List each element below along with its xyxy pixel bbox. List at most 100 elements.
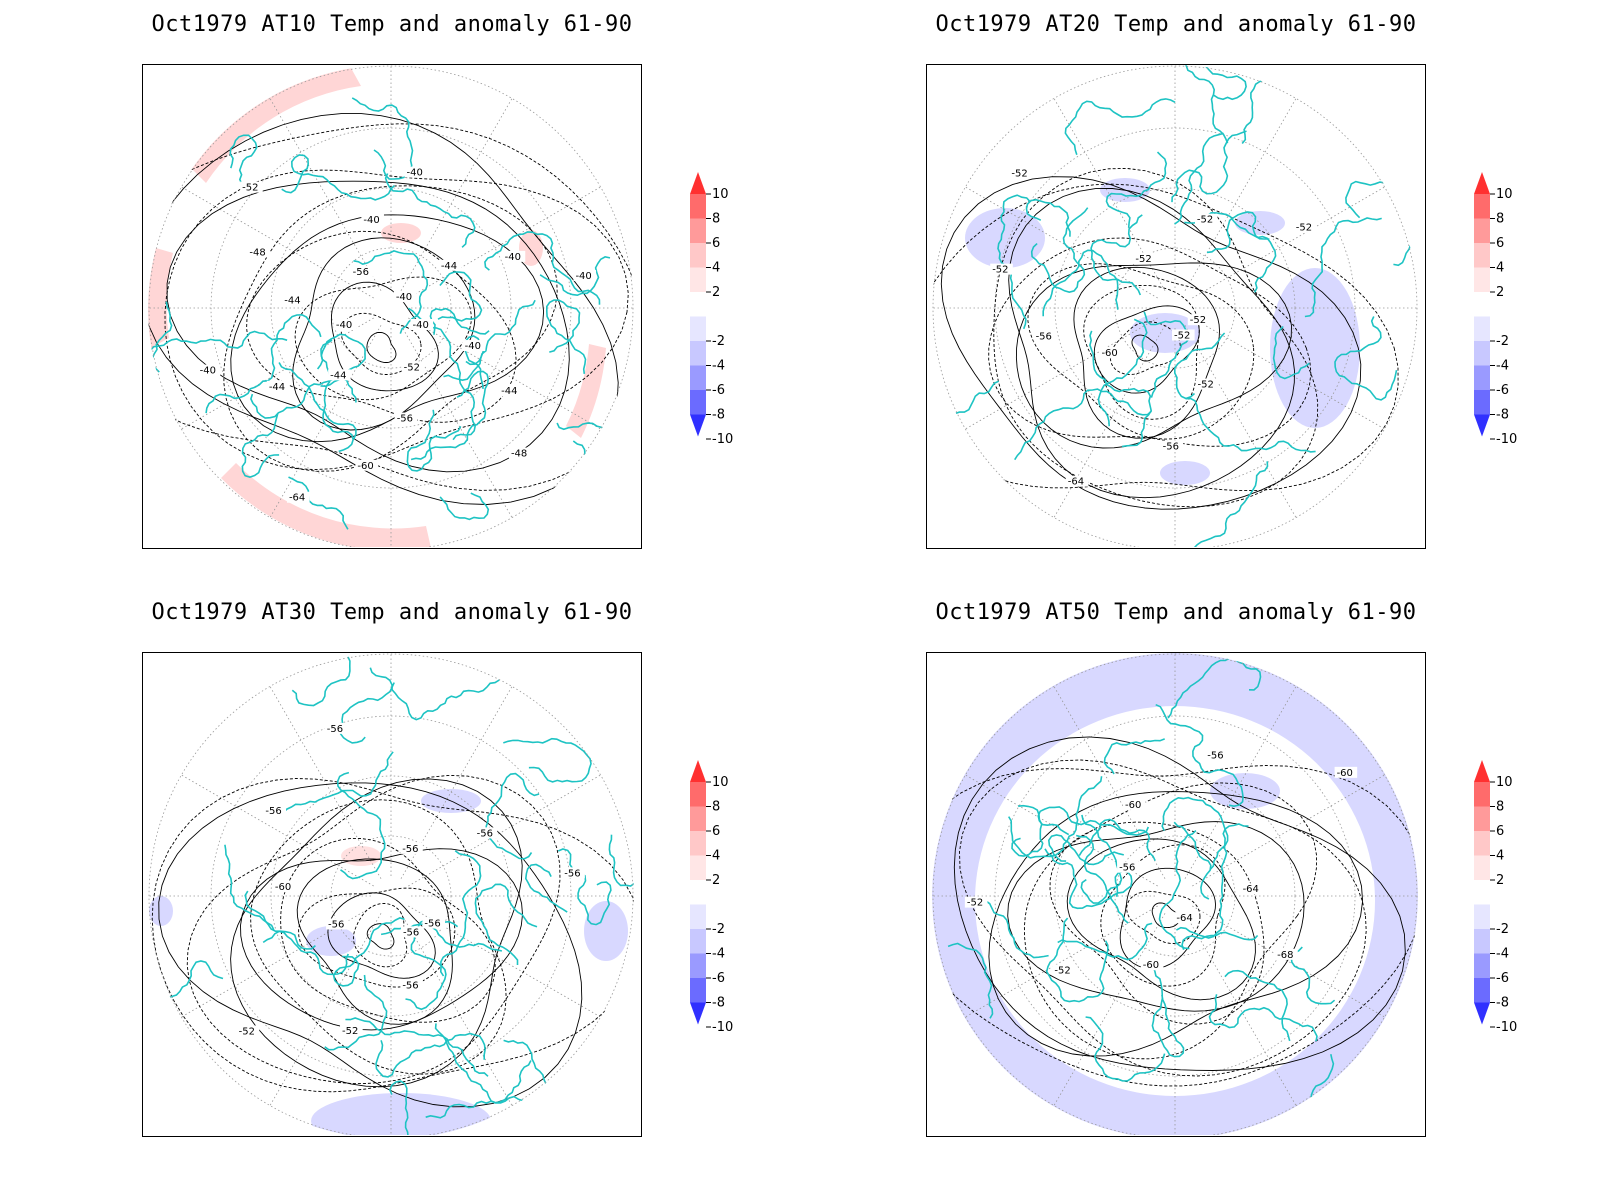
colorbar-segment bbox=[690, 365, 706, 390]
coastline bbox=[1173, 821, 1212, 900]
anomaly-region bbox=[221, 463, 431, 547]
coastline bbox=[1143, 311, 1191, 398]
coastline bbox=[1105, 151, 1168, 228]
colorbar-top-arrow bbox=[1474, 172, 1490, 194]
contour-line bbox=[330, 281, 439, 392]
contour-label: -52 bbox=[1296, 222, 1312, 233]
coastline bbox=[1089, 330, 1153, 448]
anomaly-region bbox=[584, 901, 628, 961]
coastline bbox=[1155, 703, 1244, 808]
contour-line bbox=[1049, 821, 1265, 1025]
contour-line bbox=[352, 903, 408, 968]
anomaly-region bbox=[1160, 461, 1210, 485]
anomaly-region bbox=[148, 248, 173, 348]
contour-line bbox=[280, 837, 496, 1023]
latitude-circle bbox=[148, 65, 634, 547]
colorbar-segment bbox=[1474, 267, 1490, 292]
contour-line bbox=[988, 237, 1312, 447]
colorbar-tick-label: -2 bbox=[712, 922, 725, 937]
contour-label-bg bbox=[1123, 798, 1146, 810]
coastline bbox=[608, 828, 634, 887]
contour-label: -48 bbox=[511, 449, 527, 460]
map-title: Oct1979 AT10 Temp and anomaly 61-90 bbox=[151, 12, 633, 37]
contour-label-bg bbox=[474, 827, 498, 839]
contour-label: -52 bbox=[1135, 254, 1151, 265]
contour-label-bg bbox=[1117, 861, 1140, 873]
colorbar-segment bbox=[690, 292, 706, 317]
colorbar-top-arrow bbox=[690, 760, 706, 782]
coastline bbox=[1075, 834, 1129, 924]
contour-label-bg bbox=[438, 259, 462, 271]
colorbar-tick-label: 10 bbox=[1496, 187, 1513, 202]
contour-line bbox=[296, 858, 453, 1025]
colorbar-segment bbox=[690, 194, 706, 219]
meridian-line bbox=[408, 186, 602, 299]
meridian-line bbox=[269, 913, 382, 1107]
contour-line bbox=[1083, 284, 1200, 420]
colorbar-tick-label: 2 bbox=[712, 285, 720, 300]
meridian-line bbox=[269, 97, 382, 291]
contour-label: -56 bbox=[424, 919, 440, 930]
contour-line bbox=[186, 774, 561, 1084]
map-title: Oct1979 AT30 Temp and anomaly 61-90 bbox=[151, 600, 633, 625]
coastline bbox=[1148, 962, 1185, 1058]
coastline bbox=[384, 173, 476, 248]
panel-at50: Oct1979 AT50 Temp and anomaly 61-90 -64-… bbox=[926, 600, 1426, 1140]
coastline bbox=[336, 771, 386, 880]
contour-label-bg bbox=[502, 250, 526, 262]
contour-label: -44 bbox=[441, 261, 457, 272]
contour-line bbox=[223, 185, 558, 472]
contour-label-bg bbox=[247, 246, 270, 258]
meridian-line bbox=[269, 685, 382, 879]
contour-line bbox=[1100, 844, 1226, 987]
meridian-line bbox=[408, 317, 602, 430]
meridian-line bbox=[408, 774, 602, 887]
contour-line bbox=[148, 113, 619, 505]
meridian-line bbox=[269, 325, 382, 519]
coastline bbox=[1047, 834, 1124, 866]
meridian-line bbox=[180, 186, 374, 299]
contour-label-bg bbox=[462, 340, 486, 352]
panel-at20: Oct1979 AT20 Temp and anomaly 61-90 -52-… bbox=[926, 12, 1426, 552]
contour-label: -44 bbox=[501, 386, 517, 397]
coastline bbox=[162, 960, 224, 1002]
colorbar-top-arrow bbox=[1474, 760, 1490, 782]
contour-label-bg bbox=[263, 804, 287, 816]
contour-label-bg bbox=[1240, 883, 1264, 895]
contour-line bbox=[366, 923, 395, 950]
coastline bbox=[1085, 1016, 1166, 1082]
contour-label: -56 bbox=[402, 980, 418, 991]
contour-label: -64 bbox=[289, 493, 305, 504]
colorbar-tick-label: 10 bbox=[712, 775, 729, 790]
meridian-line bbox=[1053, 685, 1166, 879]
meridian-line bbox=[180, 774, 374, 887]
anomaly-region bbox=[1130, 313, 1200, 353]
colorbar-tick-label: 10 bbox=[712, 187, 729, 202]
coastline bbox=[1148, 65, 1229, 144]
anomaly-region bbox=[1235, 211, 1285, 235]
contour-line bbox=[959, 759, 1367, 1077]
contour-label-bg bbox=[1195, 378, 1219, 390]
colorbar-tick-label: 4 bbox=[712, 261, 720, 276]
colorbar-tick-label: -10 bbox=[1496, 432, 1517, 447]
contour-label: -48 bbox=[249, 248, 265, 259]
coastline bbox=[1037, 806, 1150, 836]
contour-label-bg bbox=[340, 1024, 363, 1036]
contour-label-bg bbox=[422, 917, 446, 929]
colorbar-segment bbox=[1474, 855, 1490, 880]
coastline bbox=[546, 299, 587, 374]
contour-label: -52 bbox=[1198, 380, 1214, 391]
coastline bbox=[484, 231, 601, 305]
contour-label: -60 bbox=[1143, 960, 1159, 971]
coastline bbox=[205, 313, 322, 414]
anomaly-region bbox=[311, 1093, 491, 1135]
meridian-line bbox=[964, 186, 1158, 299]
colorbar-tick-label: -6 bbox=[712, 383, 725, 398]
colorbar-tick-label: 6 bbox=[712, 236, 720, 251]
colorbar-segment bbox=[690, 316, 706, 341]
coastline bbox=[1161, 796, 1229, 871]
coastline bbox=[1304, 217, 1382, 318]
contour-label-bg bbox=[1065, 475, 1089, 487]
colorbar-tick-label: 8 bbox=[712, 212, 720, 227]
colorbar-tick-label: 6 bbox=[1496, 824, 1504, 839]
